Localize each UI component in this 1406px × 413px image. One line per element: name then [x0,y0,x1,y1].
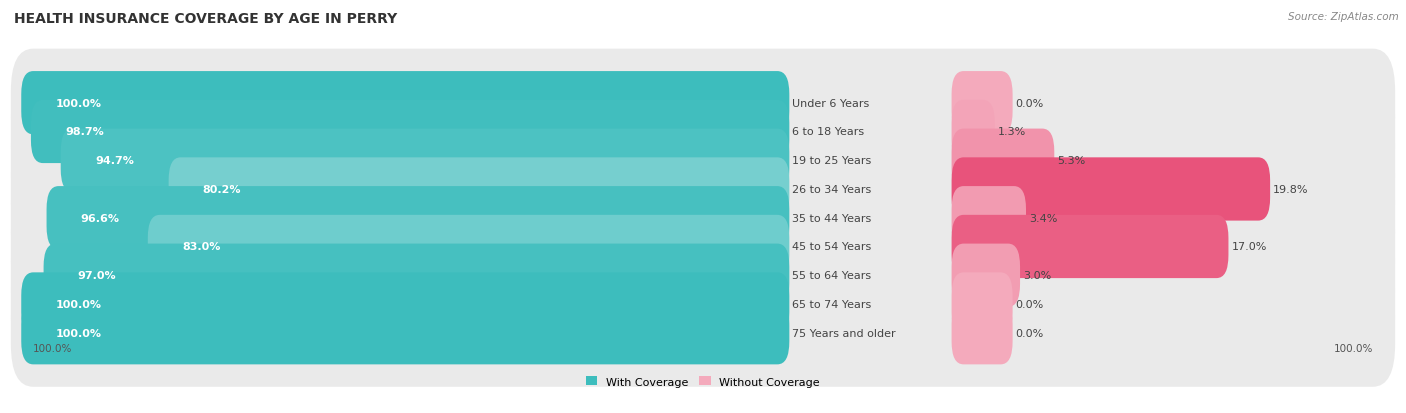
FancyBboxPatch shape [952,72,1012,135]
Text: 100.0%: 100.0% [34,344,73,354]
Text: 0.0%: 0.0% [1015,299,1043,309]
Text: 96.6%: 96.6% [80,213,120,223]
Text: 94.7%: 94.7% [96,156,134,166]
FancyBboxPatch shape [11,107,1395,215]
FancyBboxPatch shape [952,129,1054,192]
Text: 45 to 54 Years: 45 to 54 Years [793,242,872,252]
Text: 6 to 18 Years: 6 to 18 Years [793,127,865,137]
Text: 100.0%: 100.0% [55,328,101,338]
FancyBboxPatch shape [11,164,1395,272]
Text: 98.7%: 98.7% [65,127,104,137]
Text: 26 to 34 Years: 26 to 34 Years [793,185,872,195]
Text: 3.0%: 3.0% [1024,271,1052,280]
Text: 0.0%: 0.0% [1015,98,1043,109]
FancyBboxPatch shape [11,78,1395,186]
FancyBboxPatch shape [11,279,1395,387]
Text: 80.2%: 80.2% [202,185,242,195]
FancyBboxPatch shape [952,215,1229,278]
FancyBboxPatch shape [952,273,1012,336]
FancyBboxPatch shape [952,244,1021,307]
Text: 35 to 44 Years: 35 to 44 Years [793,213,872,223]
FancyBboxPatch shape [952,301,1012,365]
FancyBboxPatch shape [21,72,789,135]
Text: 55 to 64 Years: 55 to 64 Years [793,271,872,280]
Text: 17.0%: 17.0% [1232,242,1267,252]
FancyBboxPatch shape [11,193,1395,301]
Text: 100.0%: 100.0% [55,98,101,109]
Text: 19 to 25 Years: 19 to 25 Years [793,156,872,166]
FancyBboxPatch shape [21,301,789,365]
FancyBboxPatch shape [21,273,789,336]
Text: HEALTH INSURANCE COVERAGE BY AGE IN PERRY: HEALTH INSURANCE COVERAGE BY AGE IN PERR… [14,12,398,26]
Text: Source: ZipAtlas.com: Source: ZipAtlas.com [1288,12,1399,22]
Text: 65 to 74 Years: 65 to 74 Years [793,299,872,309]
FancyBboxPatch shape [952,187,1026,250]
FancyBboxPatch shape [11,250,1395,358]
Text: Under 6 Years: Under 6 Years [793,98,869,109]
FancyBboxPatch shape [46,187,789,250]
Text: 3.4%: 3.4% [1029,213,1057,223]
Text: 100.0%: 100.0% [1333,344,1372,354]
FancyBboxPatch shape [44,244,789,307]
Legend: With Coverage, Without Coverage: With Coverage, Without Coverage [582,372,824,391]
Text: 1.3%: 1.3% [998,127,1026,137]
Text: 97.0%: 97.0% [77,271,117,280]
Text: 5.3%: 5.3% [1057,156,1085,166]
Text: 19.8%: 19.8% [1272,185,1309,195]
Text: 0.0%: 0.0% [1015,328,1043,338]
FancyBboxPatch shape [11,50,1395,157]
Text: 75 Years and older: 75 Years and older [793,328,896,338]
FancyBboxPatch shape [11,222,1395,330]
FancyBboxPatch shape [148,215,789,278]
FancyBboxPatch shape [31,101,789,164]
Text: 100.0%: 100.0% [55,299,101,309]
FancyBboxPatch shape [952,101,995,164]
Text: 83.0%: 83.0% [181,242,221,252]
FancyBboxPatch shape [60,129,789,192]
FancyBboxPatch shape [169,158,789,221]
FancyBboxPatch shape [11,135,1395,243]
FancyBboxPatch shape [952,158,1270,221]
